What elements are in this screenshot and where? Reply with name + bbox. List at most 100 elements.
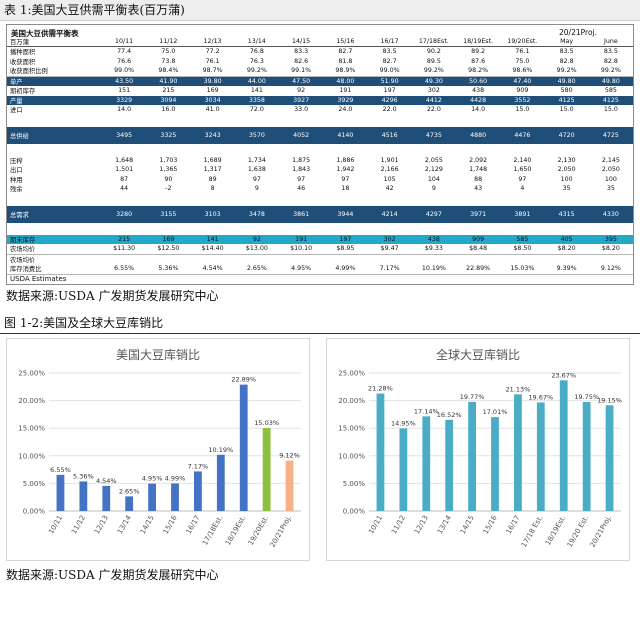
data-label: 17.14% bbox=[414, 407, 439, 415]
table-cell: 141 bbox=[190, 234, 235, 244]
row-label bbox=[7, 223, 102, 235]
table-cell: 15.0 bbox=[559, 106, 574, 114]
table-cell: 99.2% bbox=[411, 66, 456, 77]
table-row: 收获面积 76.6 73.8 76.1 76.3 82.6 81.8 82.7 89.5 87.6… bbox=[7, 57, 633, 67]
table-cell: 89 bbox=[208, 175, 217, 183]
table-row: 进口 14.0 16.0 41.0 72.0 33.0 24.0 22.0 22.0 14.0 15… bbox=[7, 105, 633, 115]
table-cell bbox=[102, 144, 146, 156]
table-cell bbox=[545, 144, 589, 156]
table-cell: 4725 bbox=[588, 126, 633, 144]
table-row bbox=[7, 115, 633, 127]
table-cell bbox=[323, 223, 367, 235]
table-cell: 77.4 bbox=[117, 48, 132, 56]
table-cell: 191 bbox=[339, 87, 352, 95]
table-row: 种用 87 90 89 97 97 97 105 104 88 97 100 100 bbox=[7, 175, 633, 185]
table-cell: 82.8 bbox=[603, 57, 618, 65]
table-cell bbox=[323, 254, 367, 264]
table-cell: 4140 bbox=[323, 126, 368, 144]
table-cell: 1,501 bbox=[115, 166, 134, 174]
table-cell bbox=[368, 223, 412, 235]
bar bbox=[125, 496, 134, 511]
row-label: 期初库存 bbox=[10, 88, 36, 96]
table-cell: 9 bbox=[254, 185, 259, 193]
bar bbox=[171, 483, 179, 511]
table-row: 期初库存 151 215 169 141 92 191 197 302 438 909 580 585 bbox=[7, 86, 633, 96]
table-cell bbox=[500, 254, 544, 264]
row-label: 期末库存 bbox=[7, 234, 102, 244]
table-cell bbox=[235, 194, 279, 206]
bar bbox=[102, 485, 111, 511]
table-cell: 4 bbox=[520, 185, 525, 193]
table-cell bbox=[323, 115, 367, 127]
sheet-title: 美国大豆供需平衡表 bbox=[11, 28, 79, 39]
column-header: 14/15 bbox=[279, 36, 324, 47]
table-cell: $8.48 bbox=[456, 244, 501, 255]
table-cell: 87.6 bbox=[471, 57, 486, 65]
table-cell: 41.90 bbox=[146, 76, 191, 86]
table-cell: 4.95% bbox=[279, 264, 324, 275]
table-cell bbox=[279, 223, 323, 235]
table-cell bbox=[545, 254, 589, 264]
table-cell bbox=[412, 223, 456, 235]
table-cell: 22.0 bbox=[426, 106, 441, 114]
table-cell: 98.6% bbox=[500, 66, 545, 77]
row-label: 播种面积 bbox=[10, 49, 36, 57]
table-cell bbox=[191, 223, 235, 235]
table-cell: 3155 bbox=[146, 205, 191, 223]
table-cell: 395 bbox=[588, 234, 633, 244]
table-cell: $8.50 bbox=[500, 244, 545, 255]
table-cell: 197 bbox=[323, 234, 368, 244]
table-cell bbox=[589, 194, 633, 206]
table-cell: 1,317 bbox=[203, 166, 222, 174]
table-cell: 82.7 bbox=[338, 48, 353, 56]
table-cell: 76.1 bbox=[205, 57, 220, 65]
x-tick-label: 12/13 bbox=[93, 514, 110, 535]
x-tick-label: 16/17 bbox=[185, 514, 202, 535]
y-tick-label: 0.00% bbox=[343, 508, 366, 516]
table-cell: 3891 bbox=[500, 205, 545, 223]
row-label bbox=[7, 115, 102, 127]
table-cell: 49.80 bbox=[544, 76, 589, 86]
table-cell: 4720 bbox=[544, 126, 589, 144]
table-cell: 82.8 bbox=[559, 57, 574, 65]
table-cell bbox=[412, 194, 456, 206]
table-cell: 83.3 bbox=[294, 48, 309, 56]
table-cell: 1,748 bbox=[469, 166, 488, 174]
table-cell bbox=[102, 254, 146, 264]
x-tick-label: 19/20Est. bbox=[247, 514, 271, 547]
table-cell: 3944 bbox=[323, 205, 368, 223]
table-cell: 76.3 bbox=[249, 57, 264, 65]
charts-panel: 美国大豆库销比 0.00% 5.00% 10.00% 15.00% 20.00% 25.00… bbox=[6, 338, 634, 561]
row-label: 种用 bbox=[10, 176, 23, 184]
table-caption: 表 1:美国大豆供需平衡表(百万蒲) bbox=[0, 0, 640, 21]
row-label: 收获面积 bbox=[10, 58, 36, 66]
table-cell bbox=[456, 254, 500, 264]
table-cell bbox=[146, 194, 190, 206]
table-cell: 9.12% bbox=[588, 264, 633, 275]
row-label bbox=[7, 194, 102, 206]
bar bbox=[582, 401, 591, 511]
figure-caption: 图 1-2:美国及全球大豆库销比 bbox=[0, 313, 640, 334]
row-label: 收获面积比例 bbox=[7, 66, 102, 77]
table-cell: 3243 bbox=[190, 126, 235, 144]
column-header: 15/16 bbox=[323, 36, 368, 47]
table-cell bbox=[589, 254, 633, 264]
x-tick-label: 10/11 bbox=[367, 514, 384, 535]
table-cell bbox=[235, 254, 279, 264]
table-cell: 89.5 bbox=[426, 57, 441, 65]
table-cell bbox=[456, 144, 500, 156]
table-cell: 4125 bbox=[544, 95, 589, 105]
x-tick-label: 11/12 bbox=[390, 514, 407, 535]
table-cell: 97 bbox=[518, 175, 527, 183]
data-label: 23.67% bbox=[551, 371, 576, 379]
table-cell: 909 bbox=[456, 234, 501, 244]
table-cell: 1,638 bbox=[247, 166, 266, 174]
x-tick-label: 12/13 bbox=[413, 514, 430, 535]
table-cell bbox=[191, 254, 235, 264]
table-cell bbox=[235, 115, 279, 127]
bar bbox=[468, 401, 476, 511]
table-cell: 47.40 bbox=[500, 76, 545, 86]
column-header: 19/20Est. bbox=[500, 36, 545, 47]
table-cell bbox=[368, 254, 412, 264]
y-tick-label: 10.00% bbox=[18, 452, 45, 460]
